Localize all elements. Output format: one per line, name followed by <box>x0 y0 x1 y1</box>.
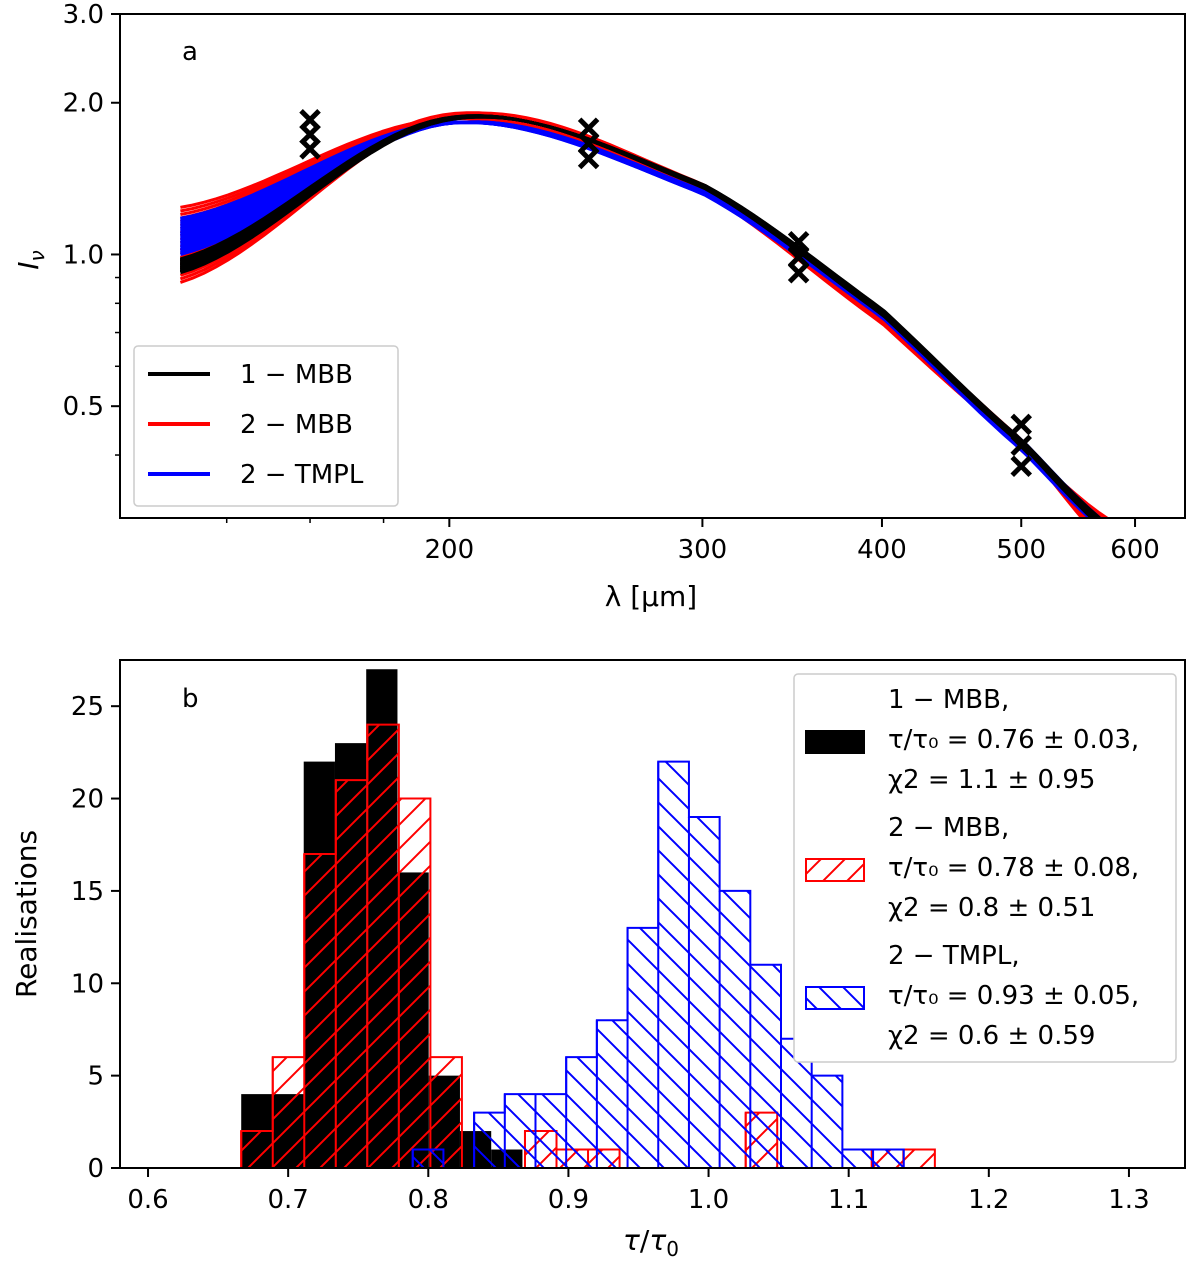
x-tick-label-a-4: 600 <box>1110 535 1160 565</box>
y-tick-label-a-0: 0.5 <box>63 392 104 422</box>
histogram-bar-1-2 <box>304 853 336 1168</box>
x-tick-label-b-1: 0.7 <box>267 1185 308 1215</box>
x-tick-label-b-2: 0.8 <box>408 1185 449 1215</box>
legend-a-label-1: 2 − MBB <box>240 410 353 440</box>
x-tick-label-a-0: 200 <box>425 535 475 565</box>
x-tick-label-b-3: 0.9 <box>548 1185 589 1215</box>
legend-b-text-0-1: τ/τ₀ = 0.76 ± 0.03, <box>888 725 1139 755</box>
x-tick-label-b-7: 1.3 <box>1108 1185 1149 1215</box>
y-tick-label-a-3: 3.0 <box>63 0 104 30</box>
panel-b-frame <box>119 659 1186 1169</box>
observation-marker-3-2 <box>1010 434 1033 457</box>
histogram-bar-2-14 <box>842 1149 874 1168</box>
histogram-bar-2-15 <box>873 1149 904 1168</box>
y-tick-label-b-5: 25 <box>71 692 104 722</box>
panel-a-legend: 1 − MBB 2 − MBB 2 − TMPL <box>133 345 399 507</box>
panel-b-histograms <box>240 669 1185 1168</box>
legend-a-box <box>133 345 399 507</box>
legend-b-text-1-2: χ2 = 0.8 ± 0.51 <box>888 893 1095 923</box>
histogram-bar-2-9 <box>688 817 720 1168</box>
x-tick-label-b-6: 1.2 <box>968 1185 1009 1215</box>
histogram-bar-2-13 <box>811 1075 843 1168</box>
legend-b-text-0-0: 1 − MBB, <box>888 685 1009 715</box>
histogram-bar-2-3 <box>504 1094 536 1168</box>
histogram-bar-2-8 <box>658 761 689 1168</box>
panel-b-legend: 1 − MBB, τ/τ₀ = 0.76 ± 0.03, χ2 = 1.1 ± 0.… <box>793 673 1177 1063</box>
observation-marker-1-2 <box>577 132 600 155</box>
legend-b-text-1-0: 2 − MBB, <box>888 813 1009 843</box>
y-tick-label-a-1: 1.0 <box>63 240 104 270</box>
observation-marker-3-0 <box>1010 455 1033 478</box>
histogram-bar-2-7 <box>627 927 659 1168</box>
histogram-1 <box>240 723 1185 1168</box>
y-tick-label-b-0: 0 <box>87 1154 104 1184</box>
panel-a-axes: 200 300 400 500 600 0.5 1.0 2.0 3.0 <box>63 0 1186 565</box>
panel-b-label: b <box>182 684 199 714</box>
x-tick-label-b-5: 1.1 <box>828 1185 869 1215</box>
legend-b-text-2-1: τ/τ₀ = 0.93 ± 0.05, <box>888 981 1139 1011</box>
histogram-bar-1-4 <box>367 724 399 1168</box>
y-tick-label-a-2: 2.0 <box>63 89 104 119</box>
legend-b-text-0-2: χ2 = 1.1 ± 0.95 <box>888 765 1095 795</box>
observation-marker-0-2 <box>299 123 321 146</box>
legend-b-swatch-0 <box>805 730 865 754</box>
histogram-bar-2-4 <box>535 1094 567 1168</box>
x-tick-label-b-0: 0.6 <box>127 1185 168 1215</box>
curve-0-21 <box>179 114 1094 518</box>
panel-a-xlabel: λ [µm] <box>605 580 697 613</box>
histogram-2 <box>411 760 905 1168</box>
observation-marker-2-2 <box>787 246 810 268</box>
y-tick-label-b-3: 15 <box>71 877 104 907</box>
legend-b-text-1-1: τ/τ₀ = 0.78 ± 0.08, <box>888 853 1139 883</box>
x-tick-label-a-1: 300 <box>678 535 728 565</box>
panel-b-axes: 0.6 0.7 0.8 0.9 1.0 1.1 1.2 1.3 0 5 10 15 20 25 <box>71 659 1186 1215</box>
histogram-bar-1-1 <box>272 1057 305 1168</box>
histogram-bar-2-11 <box>750 964 782 1168</box>
x-tick-label-a-2: 400 <box>857 535 907 565</box>
legend-b-swatch-2 <box>805 986 865 1010</box>
legend-a-label-0: 1 − MBB <box>240 360 353 390</box>
observation-marker-3-1 <box>1010 413 1033 436</box>
y-tick-label-b-2: 10 <box>71 969 104 999</box>
histogram-bar-1-0 <box>241 1131 273 1168</box>
histogram-bar-2-0 <box>412 1149 444 1168</box>
legend-a-label-2: 2 − TMPL <box>240 460 364 490</box>
histogram-bar-2-6 <box>596 1020 628 1168</box>
histogram-bar-2-2 <box>474 1112 505 1168</box>
panel-b-ylabel: Realisations <box>10 830 43 998</box>
histogram-bar-1-5 <box>398 798 431 1168</box>
panel-b-xlabel: τ/τ0 <box>623 1224 679 1261</box>
panel-a-curves <box>179 111 1110 518</box>
histogram-bar-1-21 <box>903 1149 935 1168</box>
histogram-bar-2-5 <box>566 1057 597 1168</box>
legend-b-text-2-2: χ2 = 0.6 ± 0.59 <box>888 1021 1095 1051</box>
y-tick-label-b-1: 5 <box>87 1062 104 1092</box>
panel-a-observations <box>299 109 1033 478</box>
panel-b: 0.6 0.7 0.8 0.9 1.0 1.1 1.2 1.3 0 5 10 15 20 25 b τ/τ… <box>10 659 1186 1261</box>
x-tick-label-a-3: 500 <box>996 535 1046 565</box>
legend-b-swatch-1 <box>805 858 865 882</box>
panel-a-label: a <box>182 37 198 67</box>
legend-b-text-2-0: 2 − TMPL, <box>888 941 1020 971</box>
x-tick-label-b-4: 1.0 <box>688 1185 729 1215</box>
panel-a-ylabel: Iν <box>12 250 49 269</box>
histogram-bar-2-10 <box>719 890 751 1168</box>
legend-b-box <box>793 673 1177 1063</box>
y-tick-label-b-4: 20 <box>71 785 104 815</box>
panel-a-frame <box>119 13 1186 519</box>
histogram-bar-1-3 <box>335 780 368 1168</box>
